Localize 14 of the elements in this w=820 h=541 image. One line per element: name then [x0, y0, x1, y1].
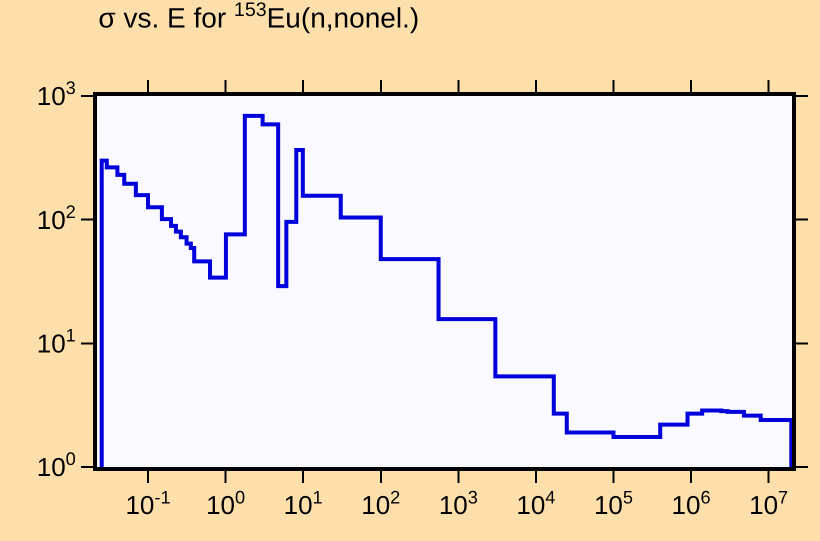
- x-tick-label: 10$^{6}$: [672, 487, 711, 520]
- x-tick-label: 10$^{4}$: [516, 487, 556, 520]
- x-tick-label: 10$^{2}$: [361, 487, 400, 520]
- y-tick-label: 10$^{2}$: [36, 202, 76, 235]
- x-tick-label: 10$^{0}$: [206, 487, 246, 520]
- y-tick-label: 10$^{3}$: [36, 78, 76, 112]
- x-tick-label: 10$^{3}$: [438, 487, 478, 520]
- y-tick-label: 10$^{0}$: [36, 449, 76, 482]
- x-tick-label: 10$^{7}$: [749, 487, 788, 520]
- chart-title: σ vs. E for $^{153}$Eu(n,nonel.): [98, 0, 420, 34]
- x-tick-label: 10$^{5}$: [594, 487, 634, 520]
- x-tick-label: 10$^{-1}$: [125, 487, 171, 520]
- x-tick-label: 10$^{1}$: [284, 487, 323, 520]
- y-tick-label: 10$^{1}$: [36, 326, 76, 358]
